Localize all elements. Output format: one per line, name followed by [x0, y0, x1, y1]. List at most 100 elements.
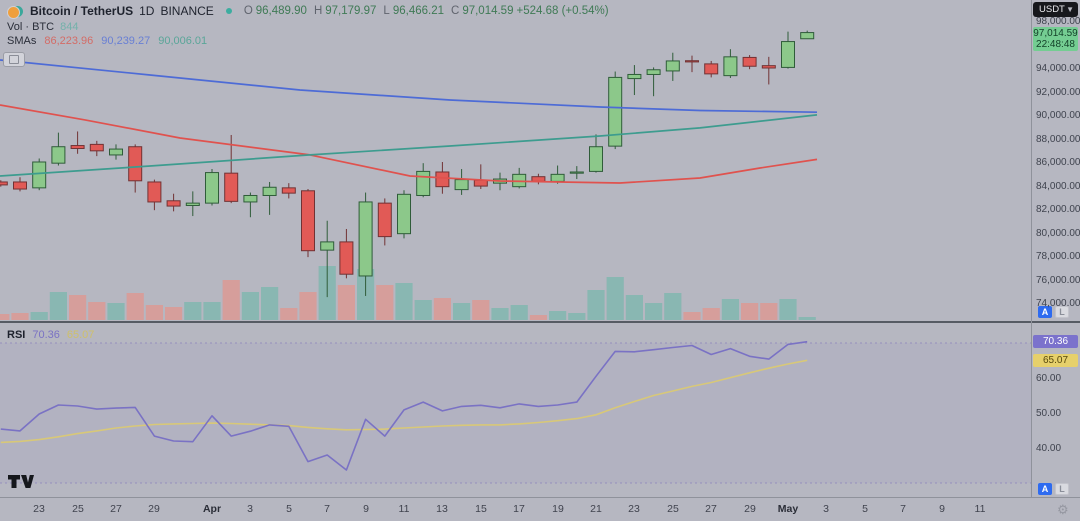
price-axis-column[interactable]: [1031, 0, 1080, 497]
sma-line: [0, 114, 818, 177]
rsi-log-scale-button[interactable]: L: [1055, 483, 1069, 495]
volume-bar: [683, 312, 701, 320]
candle-body: [742, 56, 757, 67]
candle-body: [665, 60, 680, 72]
volume-legend[interactable]: Vol · BTC 844: [7, 21, 78, 33]
smas-label: SMAs: [7, 35, 37, 47]
time-axis-label: Apr: [202, 503, 222, 515]
candle-body: [166, 200, 181, 207]
time-axis-label: 15: [475, 503, 487, 515]
open-value: 96,489.90: [255, 5, 307, 17]
tradingview-logo[interactable]: [7, 471, 34, 491]
exchange-label[interactable]: BINANCE: [160, 4, 214, 18]
time-axis-label: 9: [363, 503, 369, 515]
volume-bar: [11, 313, 29, 320]
candle-body: [358, 201, 373, 277]
candle-body: [416, 170, 431, 196]
volume-bar: [779, 299, 797, 320]
time-axis-label: 25: [667, 503, 679, 515]
volume-bar: [625, 295, 643, 320]
price-axis-label: 92,000.00: [1036, 87, 1080, 98]
symbol-legend: Bitcoin / TetherUS 1D BINANCE O 96,489.90…: [7, 4, 609, 19]
candle-body: [13, 181, 27, 190]
volume-bar: [587, 290, 605, 320]
rsi-band: [0, 343, 1031, 483]
candle-body: [0, 181, 8, 186]
interval-label[interactable]: 1D: [139, 4, 155, 18]
volume-bar: [529, 315, 547, 320]
candle-body: [627, 73, 642, 80]
volume-bar: [606, 277, 624, 320]
pair-logo-icon: [7, 5, 24, 19]
panel-toggle-icon: [9, 55, 19, 64]
sma-slow-value: 90,006.01: [158, 35, 208, 47]
volume-bar: [760, 303, 778, 320]
volume-bar: [472, 300, 490, 320]
bar-countdown: 22:48:48: [1036, 39, 1075, 50]
sma-legend[interactable]: SMAs 86,223.96 90,239.27 90,006.01: [7, 35, 207, 47]
volume-bar: [30, 312, 48, 320]
symbol-name[interactable]: Bitcoin / TetherUS: [30, 4, 134, 18]
log-scale-button[interactable]: L: [1055, 306, 1069, 318]
rsi-axis-label: 50.00: [1036, 408, 1062, 419]
time-axis-label: 19: [552, 503, 564, 515]
price-axis-label: 90,000.00: [1036, 110, 1080, 121]
rsi-auto-scale-button[interactable]: A: [1038, 483, 1052, 495]
currency-label: USDT: [1039, 4, 1065, 15]
volume-bar: [299, 292, 317, 320]
sma-mid-value: 90,239.27: [101, 35, 151, 47]
candle-body: [569, 171, 584, 174]
time-axis-label: May: [777, 503, 799, 515]
market-status-icon: [225, 8, 232, 14]
candle-body: [128, 146, 143, 182]
volume-bar: [510, 305, 528, 320]
rsi-ma-line: [0, 359, 808, 444]
rsi-value-badge: 65.07: [1033, 354, 1078, 367]
volume-bar: [184, 302, 202, 320]
time-axis-label: 5: [286, 503, 292, 515]
candle-body: [800, 32, 815, 40]
candle-body: [550, 173, 565, 182]
price-chart-canvas[interactable]: [0, 0, 1031, 322]
time-axis-settings-gear-icon[interactable]: ⚙: [1057, 502, 1069, 517]
candle-body: [761, 65, 776, 69]
rsi-axis-label: 40.00: [1036, 443, 1062, 454]
last-price-badge: 97,014.59 22:48:48: [1033, 27, 1078, 51]
candle-body: [147, 181, 162, 203]
volume-bar: [702, 308, 720, 320]
rsi-value-badge: 70.36: [1033, 335, 1078, 348]
drawing-panel-toggle-button[interactable]: [3, 52, 25, 67]
price-axis-label: 98,000.00: [1036, 16, 1080, 27]
volume-bar: [0, 314, 10, 320]
candle-body: [281, 187, 296, 194]
volume-bar: [241, 292, 259, 320]
price-scale-toggles: A L: [1038, 306, 1069, 318]
auto-scale-button[interactable]: A: [1038, 306, 1052, 318]
time-axis-label: 27: [705, 503, 717, 515]
price-axis-label: 86,000.00: [1036, 157, 1080, 168]
candle-body: [397, 193, 411, 235]
volume-bar: [49, 292, 67, 320]
candle-body: [435, 171, 450, 188]
pane-divider[interactable]: [0, 321, 1080, 323]
high-value: 97,179.97: [325, 5, 377, 17]
candle-body: [589, 146, 603, 172]
time-axis-label: 13: [436, 503, 448, 515]
close-value: 97,014.59: [462, 5, 514, 17]
candle-body: [320, 241, 335, 251]
volume-bar: [261, 287, 279, 320]
rsi-ma-value: 65.07: [66, 329, 95, 341]
volume-bar: [69, 295, 87, 320]
time-axis-label: 7: [324, 503, 330, 515]
volume-bar: [568, 313, 586, 320]
rsi-value: 70.36: [32, 329, 60, 341]
time-axis-label: 23: [33, 503, 45, 515]
candle-body: [454, 179, 469, 191]
volume-bar: [222, 280, 240, 320]
chevron-down-icon: ▼: [1066, 5, 1074, 14]
currency-dropdown[interactable]: USDT ▼: [1033, 2, 1078, 17]
rsi-chart-canvas[interactable]: [0, 325, 1031, 497]
volume-bar: [414, 300, 432, 320]
rsi-legend[interactable]: RSI 70.36 65.07: [7, 329, 94, 341]
price-axis-label: 76,000.00: [1036, 275, 1080, 286]
